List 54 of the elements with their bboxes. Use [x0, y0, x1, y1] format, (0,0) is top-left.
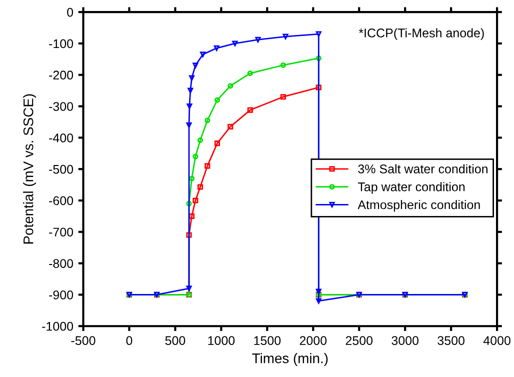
point [197, 184, 204, 190]
point [186, 200, 192, 206]
point [204, 118, 210, 124]
y-tick-label: -700 [49, 228, 74, 237]
point [192, 154, 198, 160]
y-tick-label: -900 [49, 290, 74, 300]
x-tick-label: 3500 [438, 336, 464, 346]
point [192, 198, 198, 204]
point [200, 52, 206, 58]
point [247, 107, 253, 113]
y-tick-label: -100 [49, 39, 74, 48]
point [186, 104, 192, 110]
point [280, 94, 286, 100]
x-tick-label: 2500 [346, 336, 373, 346]
y-tick-label: 0 [67, 8, 74, 17]
point [186, 286, 192, 292]
x-tick-label: 0 [126, 336, 132, 346]
point [280, 62, 286, 68]
annotation: *ICCP(Ti-Mesh anode) [358, 28, 484, 40]
x-tick-label: -500 [71, 336, 96, 346]
point [228, 83, 234, 89]
y-tick-label: -1000 [42, 322, 74, 331]
y-tick-label: -400 [49, 133, 74, 142]
point [232, 40, 238, 46]
x-tick-label: 3000 [392, 336, 419, 346]
point [197, 137, 204, 143]
point [214, 140, 220, 146]
point [316, 31, 322, 37]
point [316, 55, 322, 62]
legend-label: 3% Salt water condition [358, 164, 488, 174]
x-tick-label: 1500 [254, 336, 281, 346]
x-tick-label: 1000 [208, 336, 235, 346]
point [186, 122, 192, 128]
y-tick-label: -500 [49, 164, 74, 174]
point [316, 84, 322, 90]
legend-label: Tap water condition [358, 182, 465, 194]
y-tick-label: -600 [49, 196, 74, 206]
point [188, 75, 195, 81]
point [228, 124, 234, 130]
point [204, 163, 210, 169]
x-tick-label: 2000 [300, 336, 327, 346]
x-tick-label: 500 [165, 336, 186, 346]
y-tick-label: -300 [49, 102, 74, 111]
y-axis-title: Potential (mV vs. SSCE) [23, 94, 36, 244]
point [316, 288, 322, 294]
x-axis-title: Times (min.) [252, 353, 328, 366]
point [188, 88, 194, 94]
point [214, 97, 220, 103]
legend-label: Atmospheric condition [358, 200, 480, 212]
point [186, 232, 192, 238]
y-tick-label: -200 [49, 70, 74, 80]
y-tick-label: -800 [49, 259, 74, 268]
point [247, 70, 253, 76]
x-tick-label: 4000 [483, 336, 510, 346]
